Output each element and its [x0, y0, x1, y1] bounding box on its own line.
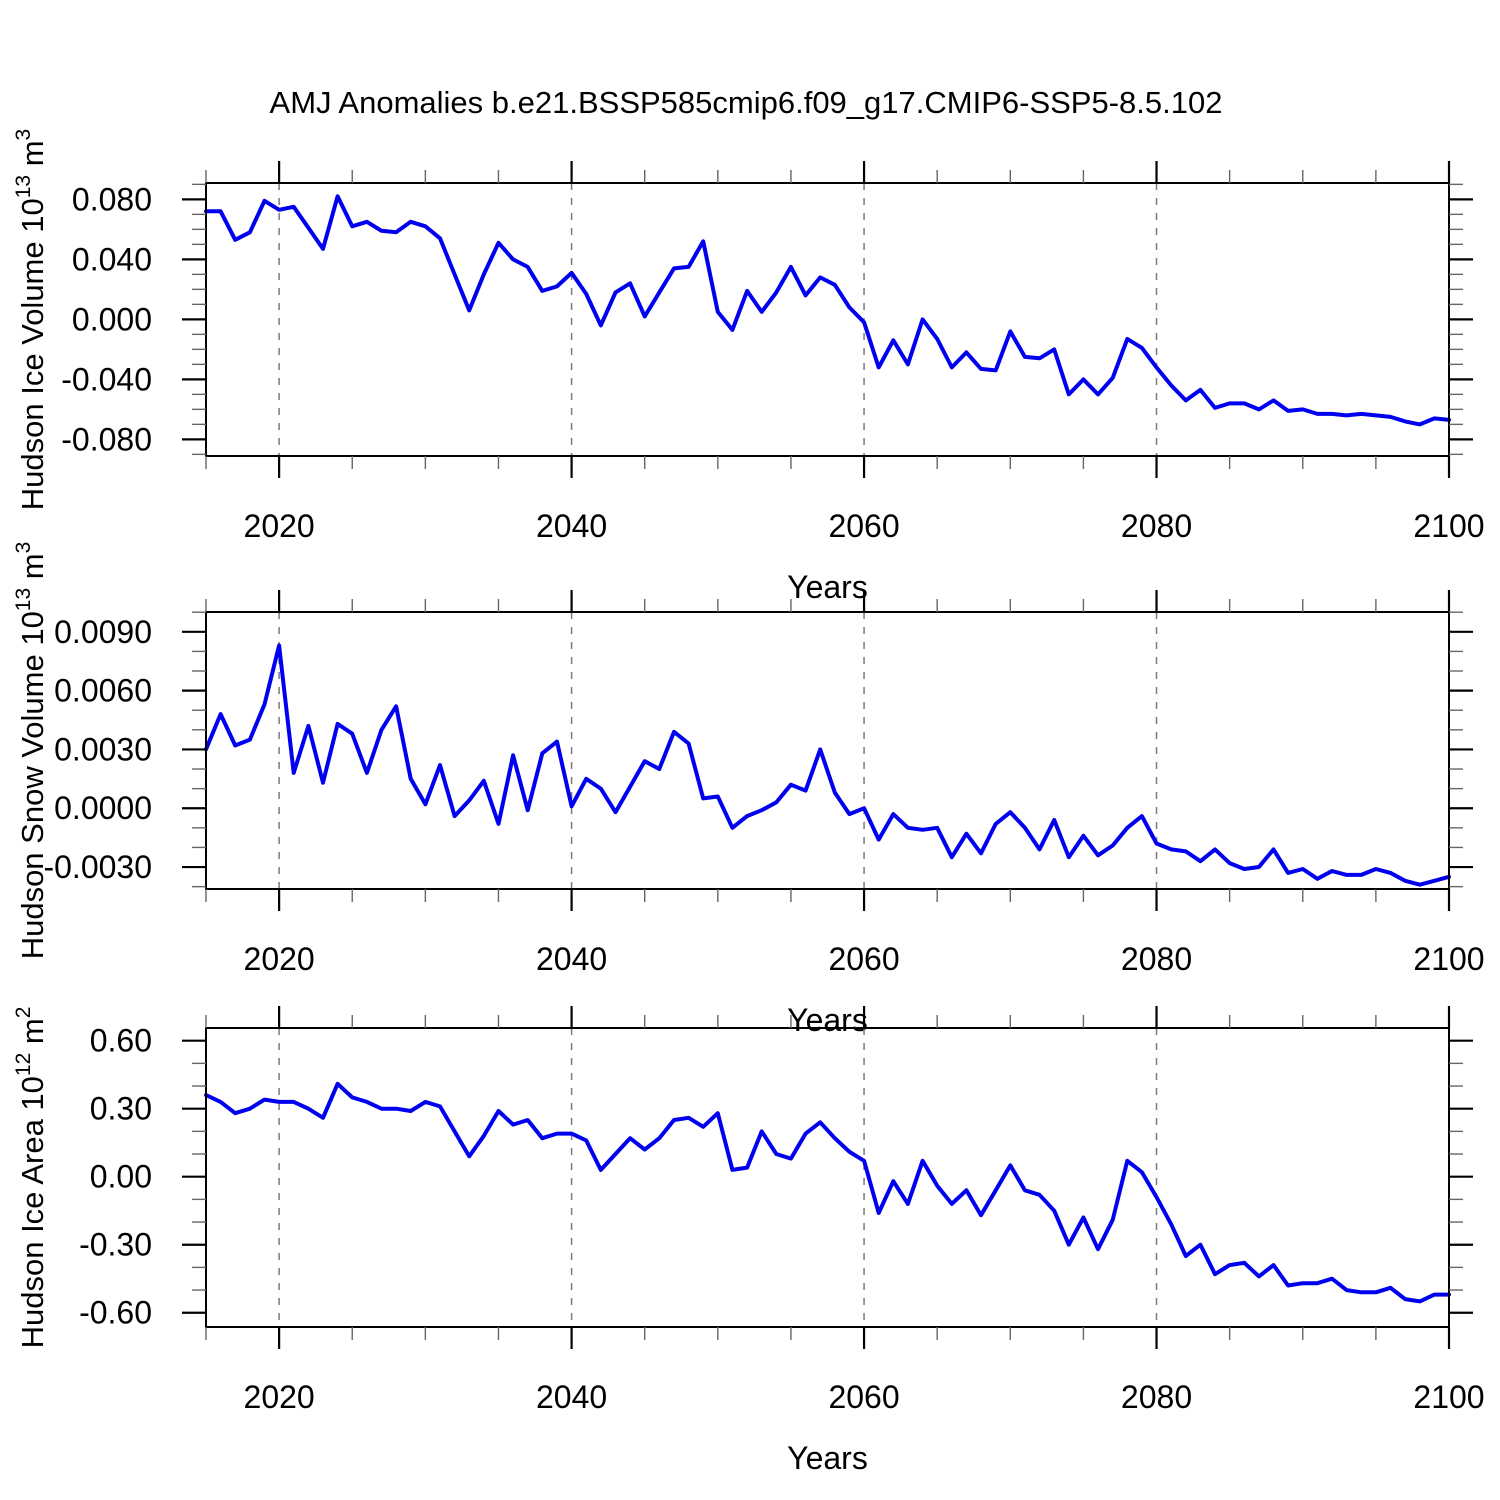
x-axis-title: Years: [787, 569, 868, 605]
y-tick-label: -0.080: [61, 421, 152, 457]
svg-text:Hudson Ice Area 1012 m2: Hudson Ice Area 1012 m2: [12, 1007, 50, 1349]
x-tick-label: 2020: [244, 1379, 315, 1415]
plot-frame-hudson-snow-volume: [205, 611, 1450, 890]
x-tick-label: 2040: [536, 941, 607, 977]
y-tick-label: -0.040: [61, 361, 152, 397]
y-axis-title-hudson-ice-area: Hudson Ice Area 1012 m2: [12, 1007, 50, 1349]
x-tick-label: 2060: [828, 1379, 899, 1415]
x-tick-label: 2040: [536, 508, 607, 544]
y-tick-label: -0.0030: [43, 849, 152, 885]
y-axis-title-hudson-snow-volume: Hudson Snow Volume 1013 m3: [12, 542, 50, 960]
x-axis-title: Years: [787, 1002, 868, 1038]
y-tick-label: 0.0060: [54, 673, 152, 709]
x-tick-label: 2040: [536, 1379, 607, 1415]
x-tick-label: 2020: [244, 508, 315, 544]
x-tick-label: 2060: [828, 941, 899, 977]
figure-title: AMJ Anomalies b.e21.BSSP585cmip6.f09_g17…: [269, 85, 1223, 120]
x-axis-title: Years: [787, 1440, 868, 1476]
y-tick-label: -0.60: [79, 1295, 152, 1331]
plot-frame-hudson-ice-area: [205, 1027, 1450, 1328]
y-tick-label: 0.040: [72, 241, 152, 277]
svg-text:Hudson Snow Volume 1013 m3: Hudson Snow Volume 1013 m3: [12, 542, 50, 960]
y-tick-label: 0.30: [90, 1091, 152, 1127]
x-tick-label: 2080: [1121, 1379, 1192, 1415]
y-tick-label: 0.0000: [54, 790, 152, 826]
series-line-hudson-ice-volume: [204, 194, 1451, 427]
y-tick-label: -0.30: [79, 1227, 152, 1263]
x-tick-label: 2080: [1121, 508, 1192, 544]
x-tick-label: 2060: [828, 508, 899, 544]
y-tick-label: 0.0030: [54, 731, 152, 767]
x-tick-label: 2080: [1121, 941, 1192, 977]
x-tick-label: 2100: [1413, 508, 1484, 544]
x-tick-label: 2100: [1413, 1379, 1484, 1415]
y-tick-label: 0.00: [90, 1159, 152, 1195]
y-tick-label: 0.080: [72, 181, 152, 217]
svg-text:Hudson Ice Volume 1013 m3: Hudson Ice Volume 1013 m3: [12, 129, 50, 510]
y-tick-label: 0.0090: [54, 614, 152, 650]
x-tick-label: 2100: [1413, 941, 1484, 977]
y-axis-title-hudson-ice-volume: Hudson Ice Volume 1013 m3: [12, 129, 50, 510]
y-tick-label: 0.60: [90, 1023, 152, 1059]
series-line-hudson-ice-area: [204, 1081, 1451, 1304]
series-line-hudson-snow-volume: [204, 643, 1451, 887]
y-tick-label: 0.000: [72, 301, 152, 337]
plot-frame-hudson-ice-volume: [205, 182, 1450, 457]
x-tick-label: 2020: [244, 941, 315, 977]
